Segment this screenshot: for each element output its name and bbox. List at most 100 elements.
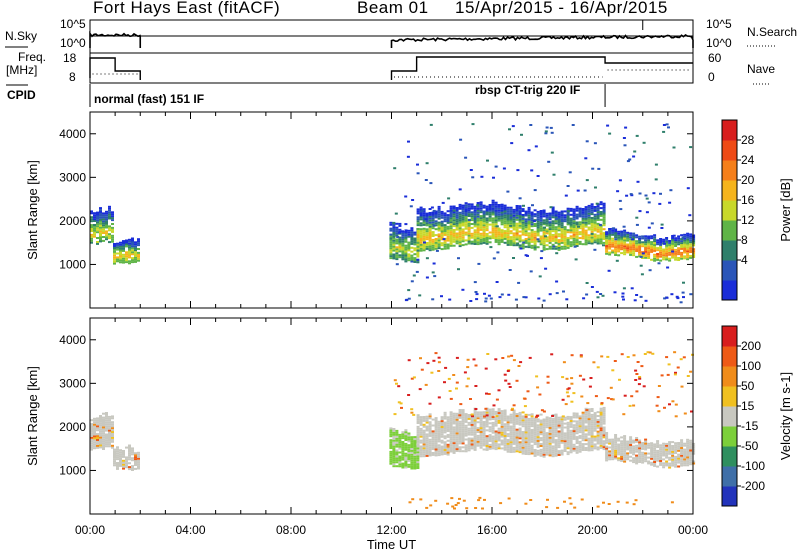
power-echo-cell (464, 214, 468, 216)
power-echo-cell (476, 205, 480, 208)
velocity-echo-cell (530, 419, 534, 422)
power-echo-cell (398, 250, 402, 253)
power-scatter-cell (645, 211, 649, 214)
power-echo-cell (476, 233, 480, 236)
power-echo-cell (122, 247, 125, 250)
power-echo-cell (491, 233, 495, 236)
velocity-echo-cell (506, 448, 510, 451)
power-echo-cell (668, 251, 672, 254)
power-echo-cell (557, 211, 561, 214)
velocity-echo-cell (692, 448, 696, 451)
velocity-echo-cell (668, 464, 672, 467)
power-echo-cell (632, 248, 636, 251)
velocity-scatter-cell (485, 414, 489, 417)
power-echo-cell (500, 235, 504, 237)
velocity-echo-cell (506, 435, 510, 438)
power-echo-cell (482, 212, 486, 215)
velocity-scatter-cell (679, 358, 683, 361)
power-scatter-cell (536, 175, 540, 177)
velocity-echo-cell (566, 437, 570, 440)
velocity-echo-cell (416, 465, 420, 468)
power-echo-cell (581, 229, 585, 232)
power-echo-cell (536, 218, 540, 221)
power-scatter-cell (676, 297, 680, 300)
velocity-echo-cell (111, 436, 114, 439)
power-echo-cell (470, 223, 474, 225)
velocity-echo-cell (461, 434, 465, 437)
nave-tick-bottom: 0 (708, 70, 715, 84)
power-echo-cell (620, 234, 624, 237)
power-echo-cell (497, 243, 501, 246)
power-echo-cell (108, 241, 111, 244)
power-echo-cell (476, 202, 480, 204)
velocity-echo-cell (443, 451, 447, 453)
power-scatter-cell (464, 156, 468, 159)
velocity-echo-cell (656, 455, 660, 458)
power-echo-cell (692, 234, 696, 237)
power-scatter-cell (457, 268, 460, 271)
velocity-echo-cell (545, 416, 549, 419)
power-echo-cell (659, 253, 663, 256)
power-echo-cell (122, 245, 125, 248)
power-echo-cell (548, 226, 552, 229)
velocity-echo-cell (581, 433, 585, 436)
power-echo-cell (125, 251, 128, 254)
velocity-echo-cell (470, 427, 474, 430)
velocity-colorbar-segment (722, 486, 737, 507)
velocity-echo-cell (527, 429, 531, 432)
velocity-echo-cell (554, 439, 558, 442)
power-echo-cell (113, 243, 116, 245)
velocity-echo-cell (599, 425, 603, 428)
power-scatter-cell (544, 235, 547, 238)
velocity-echo-cell (389, 443, 393, 446)
velocity-echo-cell (401, 452, 405, 455)
velocity-echo-cell (105, 445, 108, 448)
power-scatter-cell (662, 130, 666, 133)
power-echo-cell (497, 217, 501, 220)
velocity-echo-cell (578, 421, 582, 424)
velocity-ground-cell (625, 501, 629, 504)
velocity-echo-cell (629, 444, 633, 446)
velocity-echo-cell (416, 461, 420, 464)
velocity-echo-cell (548, 427, 552, 429)
velocity-echo-cell (662, 454, 666, 457)
velocity-echo-cell (416, 463, 420, 466)
velocity-echo-cell (536, 428, 540, 431)
velocity-echo-cell (662, 464, 666, 467)
velocity-echo-cell (581, 427, 585, 430)
velocity-echo-cell (539, 433, 543, 436)
power-echo-cell (590, 234, 594, 237)
power-scatter-cell (555, 217, 559, 220)
velocity-echo-cell (620, 454, 624, 456)
velocity-echo-cell (518, 447, 522, 450)
power-echo-cell (518, 230, 522, 233)
power-echo-cell (416, 243, 420, 246)
power-echo-cell (90, 226, 93, 228)
velocity-echo-cell (404, 460, 408, 463)
power-echo-cell (572, 224, 576, 227)
power-echo-cell (542, 211, 546, 214)
power-echo-cell (476, 211, 480, 214)
velocity-echo-cell (404, 439, 408, 441)
power-echo-cell (626, 245, 630, 248)
velocity-echo-cell (473, 417, 477, 420)
power-scatter-cell (667, 126, 670, 129)
velocity-scatter-cell (407, 359, 411, 362)
power-echo-cell (119, 241, 122, 244)
velocity-scatter-cell (623, 394, 627, 397)
power-scatter-cell (502, 167, 506, 170)
velocity-echo-cell (410, 459, 414, 462)
power-echo-cell (434, 243, 438, 246)
velocity-echo-cell (572, 443, 576, 446)
power-echo-cell (473, 233, 477, 236)
power-scatter-cell (681, 236, 685, 239)
velocity-echo-cell (116, 454, 119, 457)
velocity-echo-cell (422, 429, 426, 432)
velocity-echo-cell (509, 433, 513, 436)
velocity-echo-cell (119, 449, 122, 452)
power-echo-cell (395, 248, 399, 251)
power-echo-cell (623, 241, 627, 244)
velocity-colorbar-tick-label: 50 (741, 379, 755, 393)
velocity-echo-cell (422, 453, 426, 456)
velocity-echo-cell (449, 438, 453, 441)
